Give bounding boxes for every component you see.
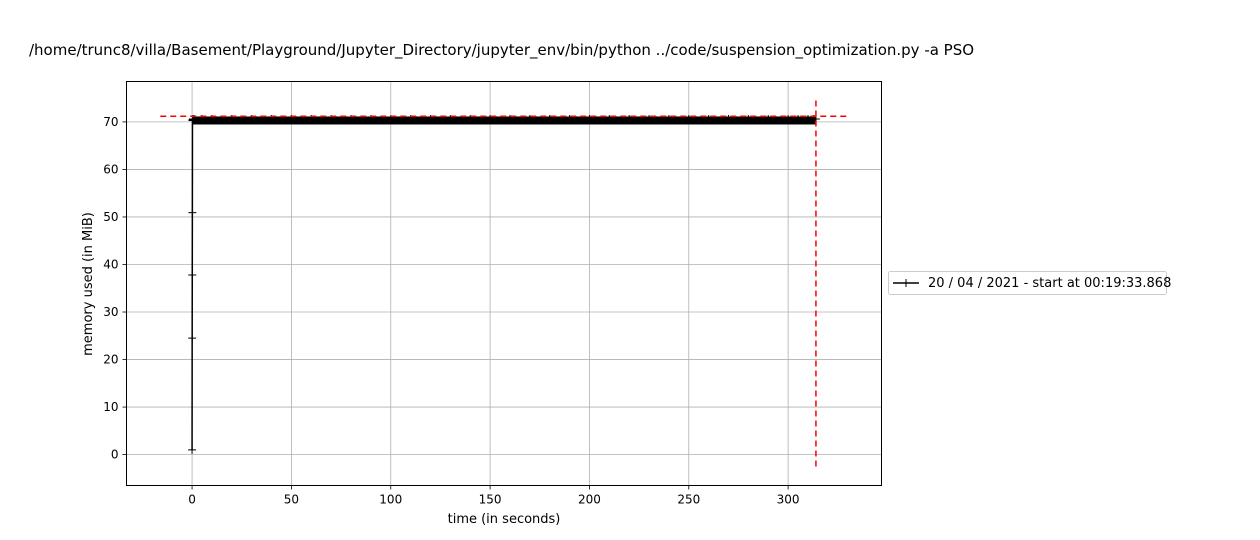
y-tick-label: 30: [103, 305, 118, 319]
y-axis-ticks: 0 10 20 30 40 50 60 70: [103, 115, 127, 462]
data-point-marker: [188, 334, 197, 343]
y-tick-label: 70: [103, 115, 118, 129]
legend: 20 / 04 / 2021 - start at 00:19:33.868: [888, 271, 1171, 295]
dense-marker-band: [192, 116, 816, 125]
grid-lines: [126, 81, 882, 486]
x-tick-label: 150: [479, 493, 502, 507]
data-point-marker: [525, 115, 534, 124]
data-point-marker: [645, 115, 654, 124]
y-tick-label: 60: [103, 162, 118, 176]
x-tick-label: 100: [379, 493, 402, 507]
x-tick-label: 50: [284, 493, 299, 507]
x-tick-label: 250: [677, 493, 700, 507]
y-tick-label: 40: [103, 257, 118, 271]
legend-plus-marker: [902, 279, 910, 287]
x-axis-ticks: 0 50 100 150 200 250 300: [188, 485, 800, 507]
data-point-marker: [466, 115, 475, 124]
data-point-marker: [744, 115, 753, 124]
data-point-marker: [188, 445, 197, 454]
plot-frame: [126, 81, 882, 486]
x-tick-label: 300: [777, 493, 800, 507]
data-point-marker: [545, 115, 554, 124]
data-point-marker: [625, 115, 634, 124]
x-tick-label: 200: [578, 493, 601, 507]
chart-title: /home/trunc8/villa/Basement/Playground/J…: [29, 41, 974, 60]
reference-lines: [160, 99, 848, 467]
y-tick-label: 50: [103, 210, 118, 224]
y-tick-label: 20: [103, 353, 118, 367]
data-point-marker: [585, 115, 594, 124]
legend-frame: [888, 271, 1167, 295]
data-point-marker: [605, 115, 614, 124]
x-axis-label: time (in seconds): [448, 512, 561, 527]
data-point-marker: [784, 115, 793, 124]
y-tick-label: 0: [111, 448, 119, 462]
data-point-marker: [486, 115, 495, 124]
data-point-marker: [794, 115, 803, 124]
series-group: [188, 115, 820, 454]
data-point-marker: [565, 115, 574, 124]
data-point-marker: [684, 115, 693, 124]
data-point-marker: [505, 115, 514, 124]
data-point-marker: [764, 115, 773, 124]
y-axis-label: memory used (in MiB): [81, 212, 96, 356]
data-point-marker: [704, 115, 713, 124]
series-line: [191, 118, 816, 450]
data-point-marker: [188, 270, 197, 279]
x-tick-label: 0: [188, 493, 196, 507]
legend-label: 20 / 04 / 2021 - start at 00:19:33.868: [928, 276, 1171, 291]
data-point-marker: [188, 208, 197, 217]
data-point-marker: [724, 115, 733, 124]
data-point-marker: [664, 115, 673, 124]
y-tick-label: 10: [103, 400, 118, 414]
